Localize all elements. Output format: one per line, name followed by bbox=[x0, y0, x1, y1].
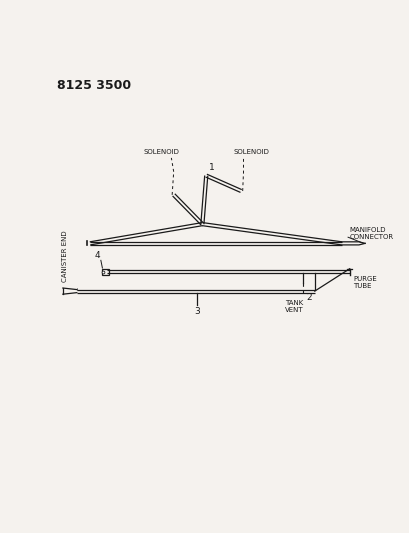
Text: PURGE
TUBE: PURGE TUBE bbox=[353, 276, 376, 289]
Text: 1: 1 bbox=[208, 163, 214, 172]
Text: TANK
VENT: TANK VENT bbox=[284, 300, 302, 312]
Text: MANIFOLD
CONNECTOR: MANIFOLD CONNECTOR bbox=[349, 227, 393, 240]
Text: 8125 3500: 8125 3500 bbox=[57, 79, 131, 92]
Text: SOLENOID: SOLENOID bbox=[143, 149, 179, 155]
Text: 3: 3 bbox=[193, 306, 199, 316]
Text: 2: 2 bbox=[306, 294, 311, 302]
Bar bbox=[101, 269, 109, 274]
Text: CANISTER END: CANISTER END bbox=[62, 231, 68, 282]
Text: 4: 4 bbox=[95, 251, 100, 260]
Text: SOLENOID: SOLENOID bbox=[233, 149, 268, 155]
